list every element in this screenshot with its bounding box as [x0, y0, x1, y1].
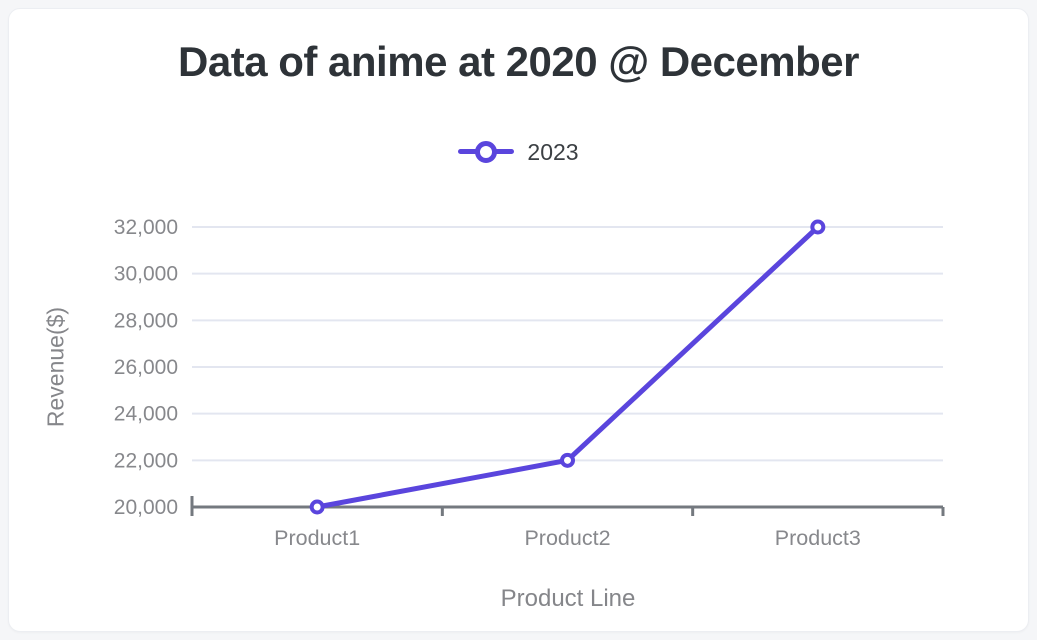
legend-label: 2023 [527, 138, 579, 165]
y-tick-label: 20,000 [114, 496, 178, 519]
y-tick-label: 24,000 [114, 403, 178, 426]
y-tick-label: 30,000 [114, 263, 178, 286]
x-axis-line [190, 496, 943, 509]
data-point-Product1[interactable] [309, 499, 325, 515]
legend-line-marker-icon [458, 141, 515, 163]
legend-circle-icon [475, 141, 498, 163]
y-tick-label: 28,000 [114, 309, 178, 332]
chart-title: Data of anime at 2020 @ December [178, 38, 859, 85]
x-category-label: Product1 [274, 526, 360, 550]
x-category-label: Product2 [524, 526, 610, 550]
data-point-Product2[interactable] [560, 452, 575, 468]
x-category-label: Product3 [775, 526, 861, 550]
y-tick-label: 26,000 [114, 356, 178, 379]
x-axis-title: Product Line [500, 585, 636, 612]
legend-item-2023[interactable]: 2023 [0, 138, 1037, 166]
data-point-Product3[interactable] [810, 219, 826, 235]
y-tick-label: 32,000 [114, 216, 178, 239]
y-tick-label: 22,000 [114, 449, 178, 472]
